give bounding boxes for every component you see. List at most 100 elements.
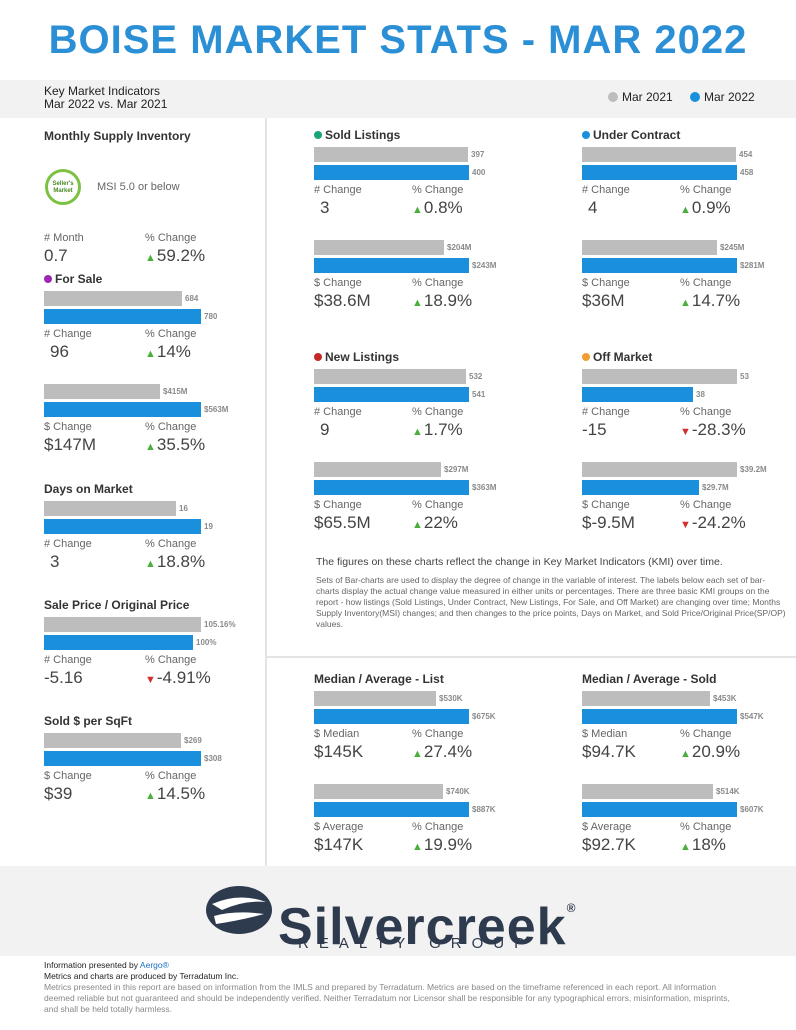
aergo-link[interactable]: Aergo®: [139, 960, 169, 970]
up-arrow-icon: ▲: [680, 748, 691, 760]
bar-mar-2022: [314, 480, 469, 495]
up-arrow-icon: ▲: [412, 204, 423, 216]
bar-label-2021: $740K: [446, 787, 470, 796]
pct-change-label: % Change: [412, 406, 464, 418]
section-dot-icon: [314, 131, 322, 139]
kmi-date-range: Mar 2022 vs. Mar 2021: [44, 97, 168, 111]
change-label: # Change: [582, 184, 630, 196]
presented-by: Information presented by Aergo®: [44, 960, 169, 970]
logo-wordmark: Silvercreek®: [278, 898, 577, 956]
bar-label-2022: $547K: [740, 712, 764, 721]
bar-label-2021: $269: [184, 736, 202, 745]
pct-change-label: % Change: [412, 728, 464, 740]
up-arrow-icon: ▲: [145, 790, 156, 802]
section-divider: [265, 656, 796, 658]
change-label: # Change: [44, 328, 92, 340]
section-title: Off Market: [582, 350, 652, 364]
up-arrow-icon: ▲: [145, 348, 156, 360]
change-value: $145K: [314, 742, 364, 761]
bar-mar-2022: [44, 519, 201, 534]
pct-change-label: % Change: [412, 499, 464, 511]
pct-change-value: ▲35.5%: [145, 435, 206, 454]
pct-change-value: ▲20.9%: [680, 742, 741, 761]
section-dot-icon: [44, 275, 52, 283]
up-arrow-icon: ▲: [412, 841, 423, 853]
bar-mar-2022: [582, 480, 699, 495]
pct-change-label: % Change: [680, 499, 732, 511]
bar-label-2022: 400: [472, 168, 486, 177]
pct-change-value: ▲0.9%: [680, 198, 731, 217]
section-title: Median / Average - Sold: [582, 672, 717, 686]
msi-title: Monthly Supply Inventory: [44, 129, 191, 143]
bar-mar-2021: [582, 240, 717, 255]
bar-mar-2021: [314, 784, 443, 799]
section-title: Days on Market: [44, 482, 133, 496]
bar-label-2022: $607K: [740, 805, 764, 814]
up-arrow-icon: ▲: [412, 519, 423, 531]
bar-label-2022: $308: [204, 754, 222, 763]
pct-change-value: ▼-4.91%: [145, 668, 211, 687]
section-title: Under Contract: [582, 128, 680, 142]
bar-mar-2022: [582, 802, 737, 817]
bar-mar-2021: [314, 691, 436, 706]
pct-change-value: ▲1.7%: [412, 420, 463, 439]
kmi-heading: Key Market Indicators: [44, 84, 161, 98]
bar-label-2021: 105.16%: [204, 620, 236, 629]
change-label: $ Change: [44, 421, 92, 433]
pct-change-label: % Change: [145, 538, 197, 550]
change-label: $ Change: [582, 277, 630, 289]
bar-label-2022: 780: [204, 312, 218, 321]
change-value: $147K: [314, 835, 364, 854]
pct-change-value: ▲14.5%: [145, 784, 206, 803]
produced-by: Metrics and charts are produced by Terra…: [44, 971, 239, 981]
change-label: # Change: [44, 538, 92, 550]
section-title: Sold Listings: [314, 128, 400, 142]
change-label: $ Median: [314, 728, 360, 740]
silvercreek-logo-icon: [206, 886, 272, 934]
change-value: $38.6M: [314, 291, 371, 310]
change-value: 96: [50, 342, 69, 361]
pct-change-value: ▼-24.2%: [680, 513, 746, 532]
page-title: BOISE MARKET STATS - MAR 2022: [48, 18, 748, 62]
pct-change-value: ▲14.7%: [680, 291, 741, 310]
legend-item-2022: Mar 2022: [690, 90, 755, 104]
bar-mar-2021: [582, 369, 737, 384]
change-value: 4: [588, 198, 598, 217]
bar-label-2021: 684: [185, 294, 199, 303]
section-dot-icon: [314, 353, 322, 361]
explain-body: Sets of Bar-charts are used to display t…: [316, 575, 786, 629]
bar-label-2022: 38: [696, 390, 705, 399]
msi-value-pct: ▲59.2%: [145, 246, 206, 265]
bar-mar-2022: [582, 165, 737, 180]
pct-change-label: % Change: [412, 184, 464, 196]
pct-change-value: ▲27.4%: [412, 742, 473, 761]
up-arrow-icon: ▲: [145, 558, 156, 570]
change-label: $ Average: [314, 821, 364, 833]
bar-label-2021: $453K: [713, 694, 737, 703]
change-label: # Change: [44, 654, 92, 666]
bar-mar-2022: [314, 387, 469, 402]
bar-mar-2021: [314, 147, 468, 162]
logo-subtitle: REALTY GROUP: [298, 935, 535, 952]
pct-change-label: % Change: [680, 277, 732, 289]
change-value: -15: [582, 420, 607, 439]
pct-change-value: ▲22%: [412, 513, 458, 532]
section-title: New Listings: [314, 350, 399, 364]
change-value: $-9.5M: [582, 513, 635, 532]
up-arrow-icon: ▲: [145, 441, 156, 453]
pct-change-label: % Change: [145, 421, 197, 433]
pct-change-value: ▲18%: [680, 835, 726, 854]
bar-mar-2022: [314, 802, 469, 817]
change-value: 3: [50, 552, 60, 571]
bar-label-2021: $514K: [716, 787, 740, 796]
bar-mar-2022: [582, 709, 737, 724]
bar-label-2022: $675K: [472, 712, 496, 721]
down-arrow-icon: ▼: [680, 426, 691, 438]
bar-label-2021: $39.2M: [740, 465, 767, 474]
up-arrow-icon: ▲: [412, 426, 423, 438]
bar-mar-2022: [582, 387, 693, 402]
pct-change-label: % Change: [412, 277, 464, 289]
bar-mar-2022: [314, 709, 469, 724]
bar-mar-2021: [314, 369, 466, 384]
bar-label-2022: $29.7M: [702, 483, 729, 492]
